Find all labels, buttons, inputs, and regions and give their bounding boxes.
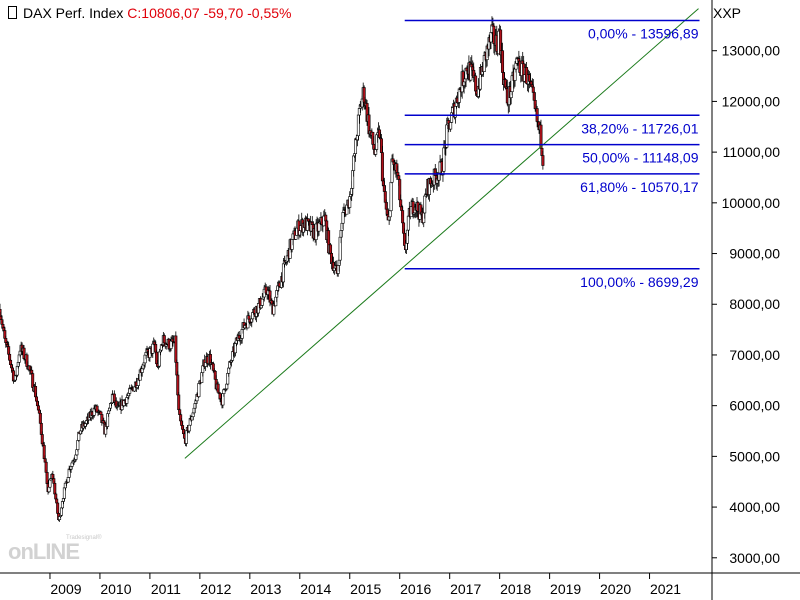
fib-level-label: 50,00% - 11148,09 bbox=[582, 150, 698, 166]
candle-body bbox=[341, 212, 345, 224]
candle-body bbox=[389, 181, 393, 211]
candle-body bbox=[474, 75, 478, 92]
x-tick-label: 2012 bbox=[200, 581, 231, 597]
y-tick-label: 3000,00 bbox=[729, 550, 780, 566]
candle-body bbox=[162, 335, 166, 344]
tradesignal-logo: Tradesignal® onLINE bbox=[8, 535, 108, 565]
candle-body bbox=[501, 50, 505, 73]
y-tick-label: 9000,00 bbox=[729, 246, 780, 262]
y-tick-label: 5000,00 bbox=[729, 448, 780, 464]
candle-body bbox=[55, 498, 59, 504]
x-tick-label: 2011 bbox=[151, 581, 181, 597]
exchange-label: XXP bbox=[713, 5, 742, 21]
candle-series bbox=[0, 16, 545, 522]
candle-body bbox=[8, 353, 12, 361]
y-tick-label: 6000,00 bbox=[729, 398, 780, 414]
y-tick-label: 13000,00 bbox=[722, 43, 781, 59]
candle-body bbox=[177, 394, 181, 411]
candle-body bbox=[169, 340, 173, 349]
y-tick-label: 8000,00 bbox=[729, 296, 780, 312]
y-tick-label: 7000,00 bbox=[729, 347, 780, 363]
x-tick-label: 2019 bbox=[550, 581, 581, 597]
logo-main-text: onLINE bbox=[8, 539, 80, 564]
candle-body bbox=[352, 155, 356, 171]
instrument-name: DAX Perf. Index bbox=[23, 5, 124, 21]
chart-header: DAX Perf. Index C:10806,07 -59,70 -0,55% bbox=[8, 5, 292, 21]
candle-body bbox=[70, 462, 74, 467]
candle-body bbox=[174, 335, 178, 363]
candle-body bbox=[354, 138, 358, 154]
y-tick-label: 4000,00 bbox=[729, 499, 780, 515]
x-tick-label: 2020 bbox=[600, 581, 631, 597]
x-tick-label: 2013 bbox=[250, 581, 281, 597]
last-quote: C:10806,07 -59,70 -0,55% bbox=[127, 5, 292, 21]
y-tick-label: 12000,00 bbox=[722, 93, 781, 109]
candle-body bbox=[197, 383, 201, 397]
x-tick-label: 2017 bbox=[450, 581, 481, 597]
x-tick-label: 2009 bbox=[50, 581, 81, 597]
candle-body bbox=[294, 235, 298, 240]
instrument-icon bbox=[8, 6, 17, 19]
x-tick-label: 2015 bbox=[350, 581, 381, 597]
candle-body bbox=[99, 411, 103, 415]
fib-level-label: 38,20% - 11726,01 bbox=[581, 120, 698, 136]
candle-body bbox=[260, 298, 264, 306]
support-trendline bbox=[184, 8, 699, 459]
fib-level-label: 61,80% - 10570,17 bbox=[580, 179, 699, 195]
y-tick-label: 10000,00 bbox=[722, 195, 781, 211]
candle-body bbox=[35, 396, 39, 402]
x-tick-label: 2021 bbox=[650, 581, 681, 597]
candle-body bbox=[541, 155, 545, 166]
candle-body bbox=[107, 410, 111, 414]
x-tick-label: 2018 bbox=[500, 581, 531, 597]
candle-body bbox=[406, 215, 410, 231]
candle-body bbox=[151, 343, 155, 354]
candle-body bbox=[187, 424, 191, 432]
candle-body bbox=[38, 412, 42, 424]
y-tick-label: 11000,00 bbox=[723, 144, 781, 160]
logo-small-text: Tradesignal® bbox=[66, 535, 102, 541]
x-tick-label: 2014 bbox=[300, 581, 331, 597]
fib-level-label: 0,00% - 13596,89 bbox=[588, 25, 699, 41]
candle-body bbox=[449, 122, 453, 130]
candle-body bbox=[423, 195, 427, 214]
candle-body bbox=[66, 477, 70, 483]
x-tick-label: 2016 bbox=[400, 581, 431, 597]
candle-body bbox=[401, 210, 405, 224]
x-tick-label: 2010 bbox=[100, 581, 131, 597]
candle-body bbox=[380, 152, 384, 182]
fib-level-label: 100,00% - 8699,29 bbox=[580, 274, 699, 290]
